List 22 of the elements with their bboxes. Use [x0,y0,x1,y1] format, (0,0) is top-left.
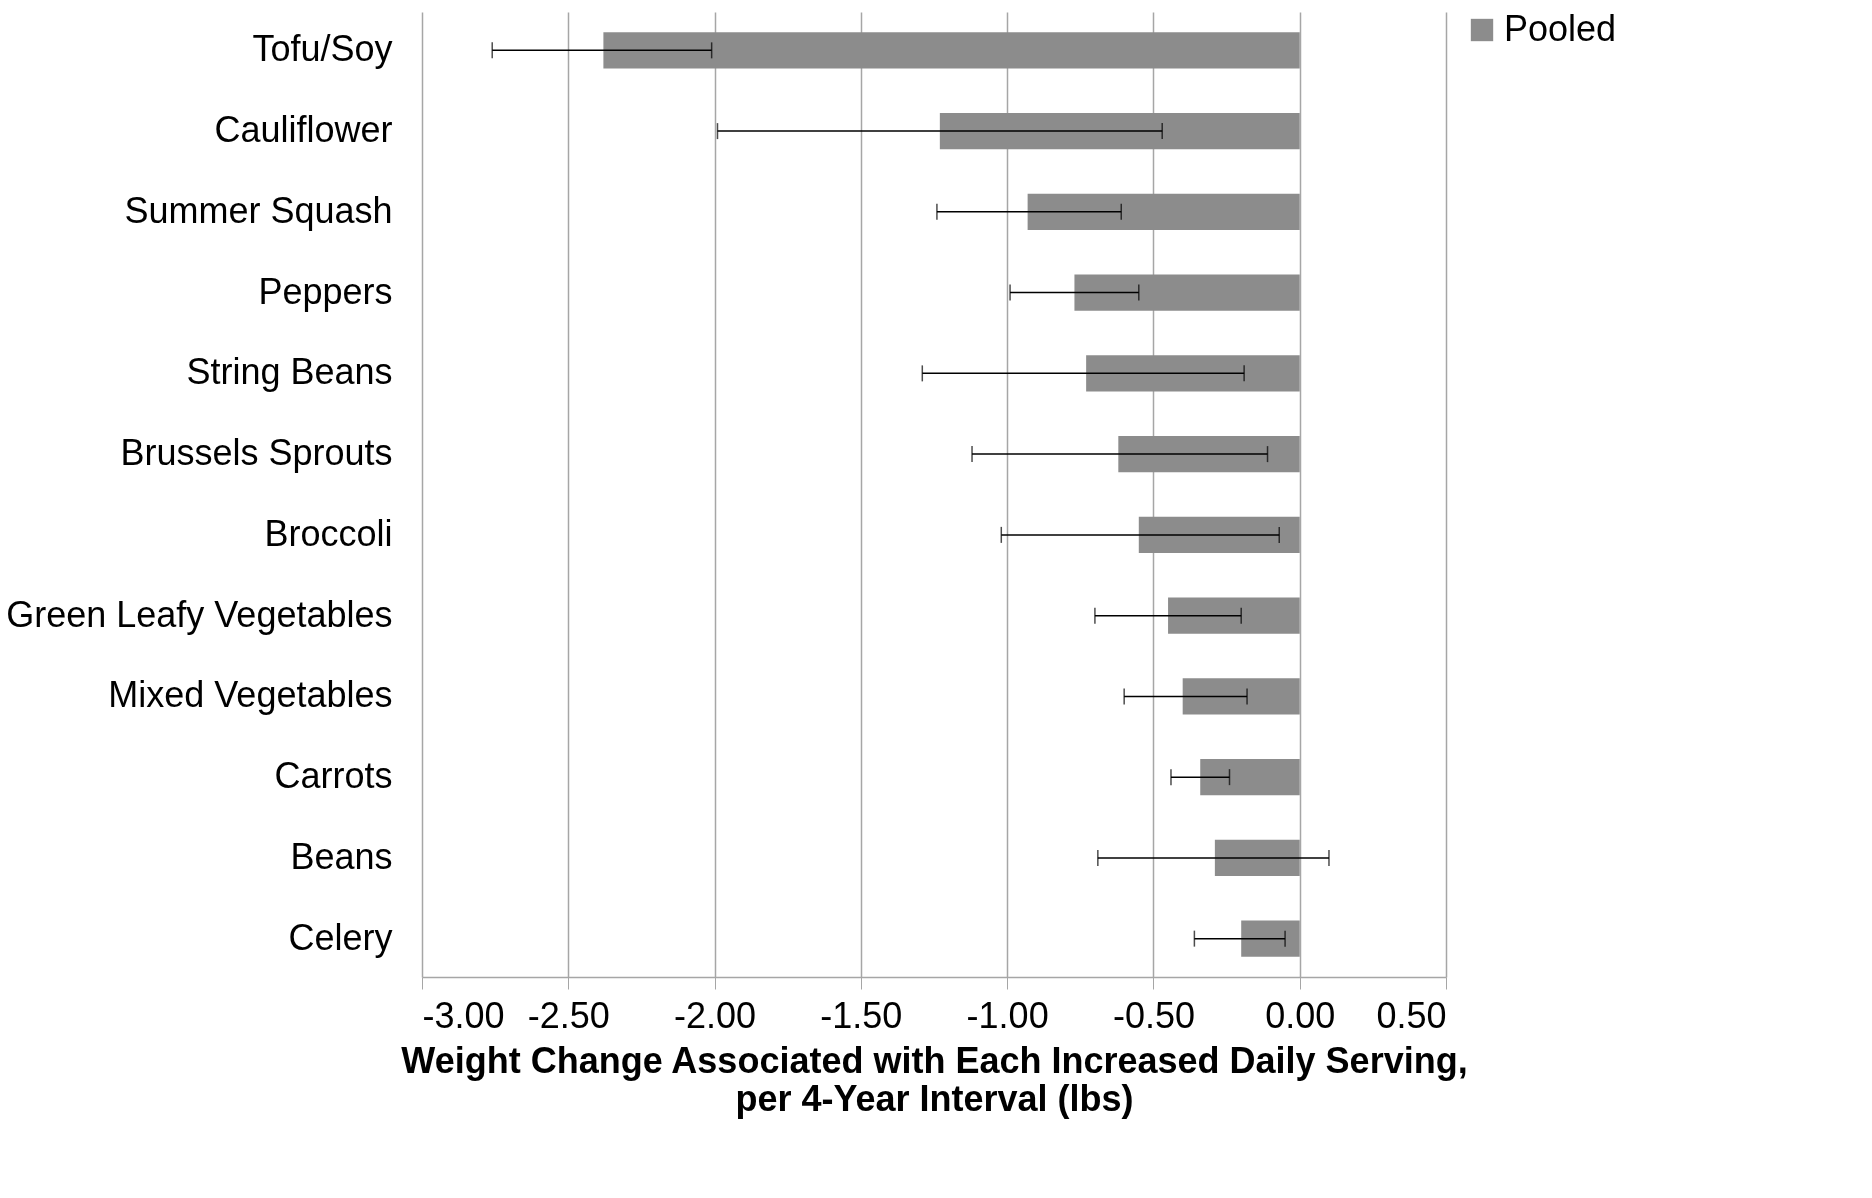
y-tick-label: Cauliflower [214,109,393,151]
y-tick-label: Peppers [258,270,393,312]
x-tick-label: 0.50 [1376,994,1447,1036]
y-tick-label: Broccoli [264,512,393,554]
y-tick-label: Green Leafy Vegetables [6,593,393,635]
x-axis-title: Weight Change Associated with Each Increased Daily Serving, per 4-Year Interval (lbs) [401,1039,1468,1119]
x-tick-label: -0.50 [1112,994,1195,1036]
x-tick-label: -1.50 [820,994,903,1036]
y-tick-label: Carrots [274,755,393,797]
x-tick-label: -2.00 [674,994,757,1036]
x-tick-label: -1.00 [966,994,1049,1036]
x-tick-label: -2.50 [527,994,610,1036]
y-tick-label: Celery [288,916,393,958]
y-tick-label: Tofu/Soy [252,28,393,70]
y-tick-label: Summer Squash [124,189,393,231]
x-tick-label: -3.00 [422,994,505,1036]
y-tick-label: Brussels Sprouts [120,432,393,474]
y-tick-label: String Beans [186,351,393,393]
x-tick-label: 0.00 [1265,994,1336,1036]
y-tick-label: Beans [290,835,393,877]
legend-label: Pooled [1504,8,1617,49]
y-tick-label: Mixed Vegetables [108,674,393,716]
